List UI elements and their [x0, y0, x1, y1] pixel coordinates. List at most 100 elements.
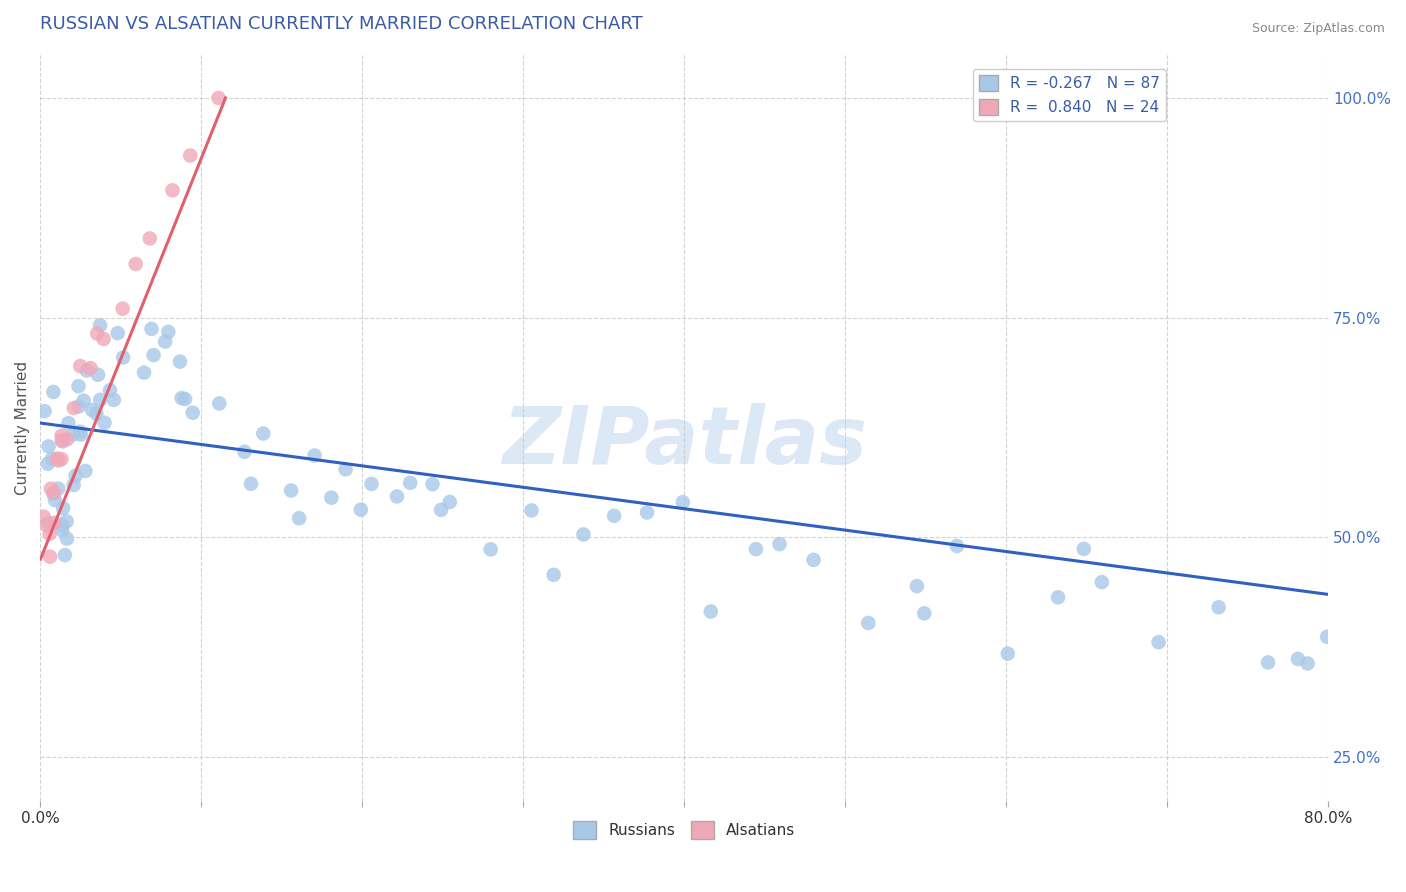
- Point: [141, 322, 163, 336]
- Point: [42, 384, 65, 399]
- Point: [422, 477, 444, 491]
- Y-axis label: Currently Married: Currently Married: [15, 360, 30, 494]
- Point: [385, 490, 408, 504]
- Point: [89, 318, 111, 333]
- Point: [55, 514, 77, 528]
- Point: [69, 425, 91, 439]
- Point: [51, 434, 73, 448]
- Point: [73, 393, 96, 408]
- Point: [174, 392, 197, 406]
- Point: [700, 605, 723, 619]
- Point: [65, 468, 87, 483]
- Point: [35, 518, 58, 533]
- Point: [636, 506, 658, 520]
- Point: [80, 403, 103, 417]
- Point: [37, 516, 59, 530]
- Point: [39, 482, 62, 496]
- Point: [58, 416, 80, 430]
- Point: [62, 401, 84, 415]
- Point: [208, 396, 231, 410]
- Point: [1147, 635, 1170, 649]
- Point: [86, 326, 108, 341]
- Point: [479, 542, 502, 557]
- Point: [67, 400, 90, 414]
- Point: [56, 532, 79, 546]
- Point: [86, 407, 108, 421]
- Point: [1091, 575, 1114, 590]
- Point: [1257, 656, 1279, 670]
- Point: [360, 477, 382, 491]
- Point: [858, 615, 880, 630]
- Point: [745, 542, 768, 557]
- Point: [905, 579, 928, 593]
- Point: [32, 509, 55, 524]
- Point: [93, 416, 115, 430]
- Point: [240, 476, 263, 491]
- Point: [1208, 600, 1230, 615]
- Point: [321, 491, 343, 505]
- Point: [912, 607, 935, 621]
- Point: [430, 503, 453, 517]
- Point: [603, 508, 626, 523]
- Point: [207, 91, 229, 105]
- Point: [53, 548, 76, 562]
- Point: [520, 503, 543, 517]
- Point: [153, 334, 176, 349]
- Point: [39, 549, 62, 564]
- Point: [946, 539, 969, 553]
- Point: [52, 501, 75, 516]
- Point: [288, 511, 311, 525]
- Point: [399, 475, 422, 490]
- Point: [44, 485, 66, 500]
- Point: [51, 452, 73, 467]
- Text: ZIPatlas: ZIPatlas: [502, 403, 866, 482]
- Point: [46, 482, 69, 496]
- Point: [42, 486, 65, 500]
- Point: [142, 348, 165, 362]
- Point: [69, 359, 91, 373]
- Point: [543, 567, 565, 582]
- Point: [44, 516, 66, 530]
- Legend: Russians, Alsatians: Russians, Alsatians: [568, 814, 801, 846]
- Point: [75, 464, 97, 478]
- Point: [350, 502, 373, 516]
- Point: [107, 326, 129, 340]
- Point: [89, 392, 111, 407]
- Point: [52, 434, 75, 449]
- Point: [233, 445, 256, 459]
- Point: [70, 427, 93, 442]
- Point: [38, 439, 60, 453]
- Point: [439, 495, 461, 509]
- Point: [56, 432, 79, 446]
- Point: [34, 404, 56, 418]
- Point: [1286, 652, 1309, 666]
- Point: [76, 363, 98, 377]
- Point: [111, 301, 134, 316]
- Point: [67, 379, 90, 393]
- Point: [768, 537, 790, 551]
- Point: [1047, 591, 1070, 605]
- Point: [162, 183, 184, 197]
- Point: [125, 257, 148, 271]
- Point: [1316, 630, 1339, 644]
- Point: [181, 406, 204, 420]
- Point: [98, 384, 121, 398]
- Point: [169, 354, 191, 368]
- Point: [103, 392, 125, 407]
- Point: [1073, 541, 1095, 556]
- Point: [51, 518, 73, 533]
- Point: [672, 495, 695, 509]
- Point: [997, 647, 1019, 661]
- Point: [170, 391, 193, 405]
- Point: [139, 231, 162, 245]
- Point: [62, 478, 84, 492]
- Point: [252, 426, 274, 441]
- Point: [48, 453, 70, 467]
- Point: [280, 483, 302, 498]
- Point: [51, 428, 73, 442]
- Text: Source: ZipAtlas.com: Source: ZipAtlas.com: [1251, 22, 1385, 36]
- Point: [1296, 657, 1319, 671]
- Point: [132, 366, 155, 380]
- Point: [112, 351, 135, 365]
- Point: [93, 332, 115, 346]
